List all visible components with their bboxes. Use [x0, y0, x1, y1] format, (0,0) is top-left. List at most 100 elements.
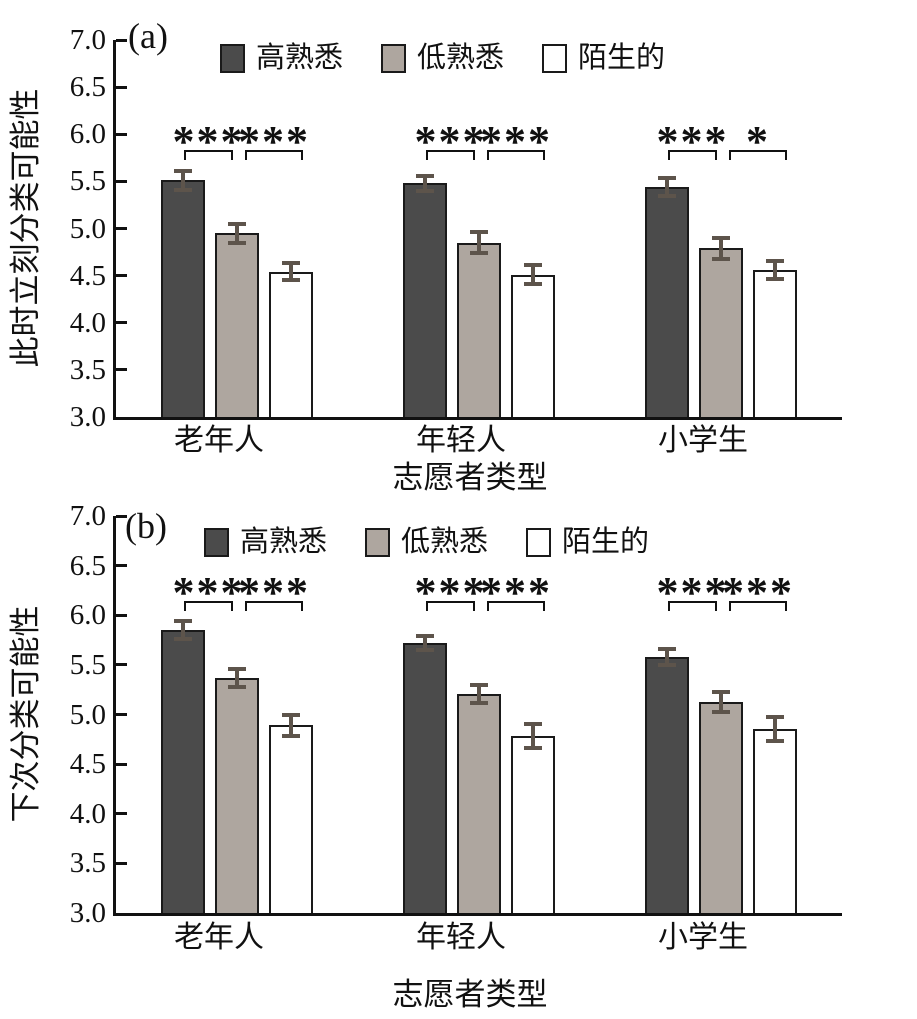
y-tick-label: 4.5	[69, 748, 106, 781]
significance-bracket	[729, 601, 787, 611]
legend-swatch-low-familiar	[365, 527, 391, 557]
y-tick-label: 4.5	[69, 259, 106, 292]
category-label: 老年人	[174, 424, 264, 457]
significance-stars: ***	[480, 117, 552, 166]
error-bar-cap	[282, 712, 300, 717]
error-bar-cap	[282, 278, 300, 283]
y-tick	[116, 663, 127, 667]
significance-bracket	[245, 150, 303, 160]
x-axis	[113, 913, 842, 916]
significance-bracket	[668, 150, 717, 160]
error-bar	[665, 648, 669, 665]
error-bar	[477, 232, 481, 253]
bar-年轻人-高熟悉	[403, 183, 447, 417]
error-bar-cap	[416, 173, 434, 178]
error-bar-cap	[228, 221, 246, 226]
error-bar	[289, 263, 293, 281]
error-bar-cap	[766, 739, 784, 744]
bar-小学生-陌生的	[753, 729, 797, 913]
error-bar	[423, 636, 427, 650]
x-axis-title-b: 志愿者类型	[392, 977, 548, 1012]
legend-a: 高熟悉 低熟悉 陌生的	[220, 40, 703, 76]
error-bar-cap	[524, 263, 542, 268]
error-bar	[181, 171, 185, 190]
error-bar-cap	[712, 256, 730, 261]
bar-老年人-低熟悉	[215, 233, 259, 417]
error-bar-cap	[282, 734, 300, 739]
error-bar-cap	[282, 261, 300, 266]
bar-小学生-高熟悉	[645, 656, 689, 913]
error-bar-cap	[712, 235, 730, 240]
bar-年轻人-陌生的	[511, 274, 555, 417]
significance-stars: ***	[414, 568, 487, 617]
significance-stars: ***	[722, 568, 794, 617]
significance-stars: ***	[414, 117, 487, 166]
error-bar-cap	[524, 282, 542, 287]
bar-年轻人-陌生的	[511, 736, 555, 913]
error-bar-cap	[470, 251, 488, 255]
error-bar-cap	[416, 647, 434, 652]
legend-b: 高熟悉 低熟悉 陌生的	[204, 524, 687, 560]
legend-label-high-familiar: 高熟悉	[240, 526, 328, 558]
y-tick	[116, 713, 127, 716]
bar-老年人-低熟悉	[215, 677, 259, 913]
y-axis	[113, 40, 116, 420]
bar-年轻人-高熟悉	[403, 643, 447, 913]
error-bar-cap	[658, 175, 676, 180]
error-bar	[719, 691, 723, 712]
y-tick-label: 4.0	[69, 306, 106, 339]
significance-stars: ***	[238, 568, 310, 617]
y-tick-label: 6.5	[69, 549, 106, 582]
x-axis-title-a: 志愿者类型	[392, 460, 548, 495]
x-axis	[113, 417, 842, 420]
y-tick	[116, 564, 127, 568]
legend-swatch-stranger	[526, 527, 552, 557]
y-tick	[116, 85, 127, 89]
y-tick	[116, 762, 127, 766]
significance-bracket	[184, 601, 233, 611]
significance-bracket	[668, 601, 717, 611]
legend-item-high-familiar: 高熟悉	[204, 524, 327, 560]
panel-letter-a: (a)	[128, 16, 168, 56]
y-tick	[116, 514, 127, 518]
y-tick-label: 5.0	[69, 698, 106, 731]
error-bar	[773, 717, 777, 742]
legend-swatch-stranger	[542, 43, 568, 73]
error-bar-cap	[766, 715, 784, 720]
error-bar-cap	[524, 722, 542, 727]
error-bar-cap	[524, 746, 542, 751]
error-bar-cap	[470, 230, 488, 235]
panel-letter-b: (b)	[125, 506, 167, 546]
error-bar-cap	[766, 277, 784, 282]
error-bar-cap	[174, 619, 192, 624]
error-bar	[665, 177, 669, 197]
error-bar-cap	[228, 666, 246, 671]
significance-bracket	[487, 601, 545, 611]
category-label: 年轻人	[416, 921, 506, 954]
y-tick	[116, 368, 127, 372]
error-bar-cap	[228, 684, 246, 689]
y-tick-label: 5.5	[69, 648, 106, 681]
significance-stars: ***	[238, 117, 310, 166]
bar-年轻人-低熟悉	[457, 242, 501, 417]
y-tick	[116, 321, 127, 325]
y-tick-label: 4.0	[69, 797, 106, 830]
significance-bracket	[729, 150, 787, 160]
legend-label-low-familiar: 低熟悉	[417, 42, 505, 74]
legend-swatch-high-familiar	[204, 527, 229, 557]
y-tick-label: 6.0	[69, 118, 106, 151]
error-bar-cap	[712, 709, 730, 714]
error-bar-cap	[712, 689, 730, 694]
significance-bracket	[426, 601, 475, 611]
error-bar	[773, 260, 777, 280]
significance-bracket	[184, 150, 233, 160]
category-label: 年轻人	[416, 424, 506, 457]
error-bar-cap	[766, 258, 784, 263]
error-bar	[477, 684, 481, 703]
y-tick	[116, 274, 127, 278]
legend-swatch-high-familiar	[220, 43, 245, 73]
y-tick	[116, 861, 127, 865]
legend-item-stranger: 陌生的	[526, 524, 649, 560]
category-label: 小学生	[658, 921, 748, 954]
error-bar	[181, 621, 185, 640]
